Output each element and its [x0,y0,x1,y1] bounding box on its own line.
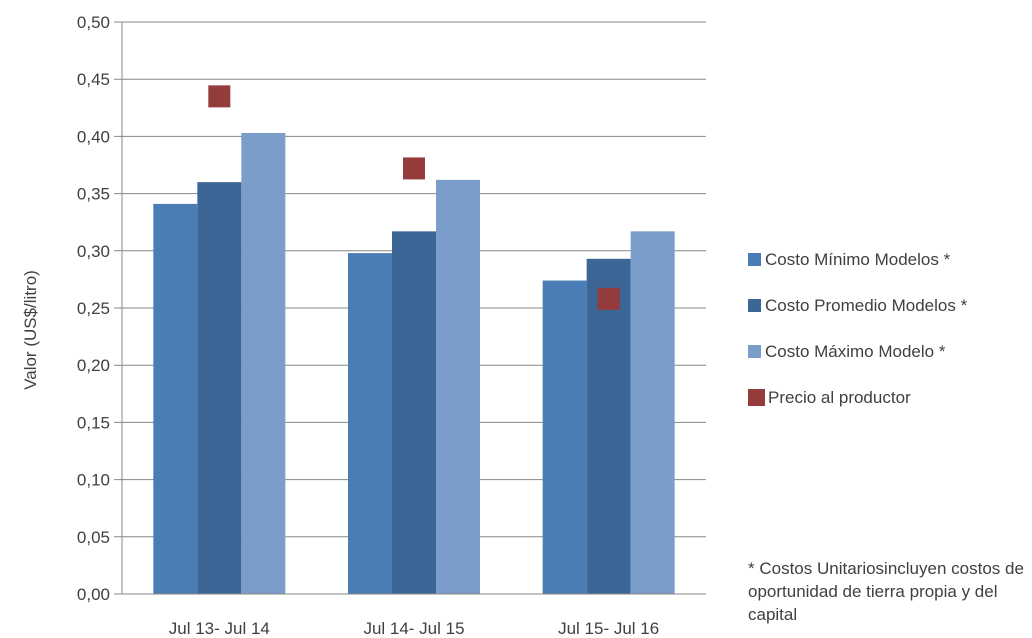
legend-swatch [748,345,761,358]
footnote-annotation: * Costos Unitariosincluyen costos de opo… [748,559,1024,624]
y-tick-label: 0,05 [77,528,110,547]
axes [121,22,706,595]
legend-label: Costo Máximo Modelo * [765,341,946,361]
legend-swatch [748,253,761,266]
y-tick-label: 0,30 [77,242,110,261]
legend-item: Costo Máximo Modelo * [748,340,967,363]
y-tick-label: 0,50 [77,13,110,32]
bar [392,231,436,595]
legend-label: Precio al productor [768,387,911,407]
price-marker [208,85,231,108]
y-tick-label: 0,25 [77,299,110,318]
legend-label: Costo Promedio Modelos * [765,295,968,315]
bar [542,280,587,594]
price-markers [208,85,620,310]
y-tick-label: 0,45 [77,70,110,89]
y-tick-label: 0,15 [77,413,110,432]
x-tick-label: Jul 15- Jul 16 [558,619,659,638]
bar [630,231,675,595]
y-axis-label: Valor (US$/litro) [21,270,40,390]
price-marker [403,157,425,180]
legend-item: Precio al productor [748,386,967,409]
x-tick-label: Jul 14- Jul 15 [363,619,464,638]
legend-swatch [748,299,761,312]
y-tick-label: 0,00 [77,585,110,604]
bar [348,253,392,594]
x-tick-label: Jul 13- Jul 14 [169,619,270,638]
legend-item: Costo Promedio Modelos * [748,294,967,317]
bar [197,182,242,594]
bar [241,132,286,594]
bars [153,132,675,595]
bar [436,179,480,594]
y-tick-label: 0,10 [77,471,110,490]
x-tick-labels: Jul 13- Jul 14 Jul 14- Jul 15 Jul 15- Jul … [169,619,659,638]
legend: Costo Mínimo Modelos * Costo Promedio Mod… [748,248,967,432]
y-tick-label: 0,20 [77,356,110,375]
y-tick-label: 0,35 [77,185,110,204]
y-tick-label: 0,40 [77,127,110,146]
price-marker [597,287,620,310]
bar [586,258,631,594]
legend-label: Costo Mínimo Modelos * [765,249,951,269]
y-tick-labels: 0,00 0,05 0,10 0,15 0,20 0,25 0,30 0,35 0,40 0,45… [77,13,110,604]
bar [153,203,198,594]
legend-swatch [748,389,765,406]
legend-item: Costo Mínimo Modelos * [748,248,967,271]
